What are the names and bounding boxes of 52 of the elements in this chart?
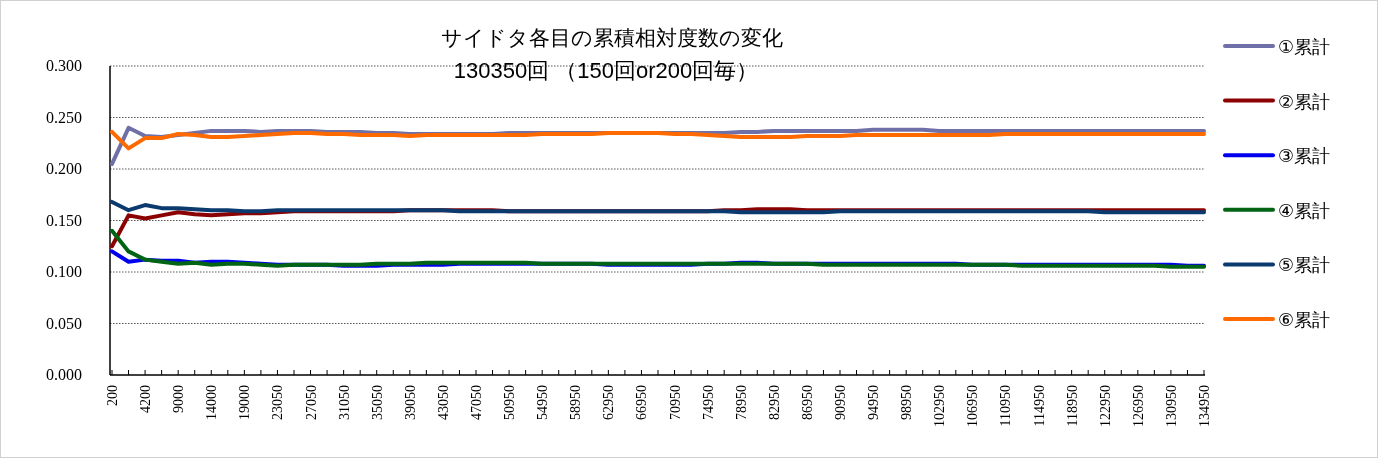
y-tick-label: 0.100 (46, 263, 82, 280)
legend-label: ②累計 (1278, 91, 1331, 112)
y-tick-label: 0.250 (46, 108, 82, 126)
x-tick-label: 9000 (171, 385, 187, 413)
line-series (110, 228, 1206, 269)
x-tick-label: 82950 (766, 385, 782, 420)
x-tick-label: 35050 (369, 385, 385, 420)
chart-title: サイドタ各目の累積相対度数の変化 (441, 26, 783, 49)
x-tick-label: 31050 (336, 385, 352, 420)
x-tick-label: 43050 (435, 385, 451, 420)
y-tick-label: 0.150 (46, 211, 82, 229)
x-tick-label: 78950 (733, 385, 749, 420)
x-tick-label: 4200 (138, 385, 154, 413)
legend-label: ③累計 (1278, 146, 1331, 167)
x-tick-label: 200 (105, 385, 120, 406)
legend-label: ⑥累計 (1278, 310, 1331, 330)
x-tick-label: 39050 (402, 385, 418, 420)
legend-label: ④累計 (1278, 200, 1331, 221)
x-tick-label: 98950 (899, 385, 915, 420)
x-tick-label: 70950 (667, 385, 683, 420)
x-tick-label: 23050 (270, 385, 286, 420)
x-tick-label: 62950 (601, 385, 617, 420)
x-tick-label: 114950 (1031, 385, 1047, 427)
x-tick-label: 54950 (535, 385, 551, 420)
y-tick-label: 0.000 (46, 366, 82, 383)
x-tick-label: 122950 (1097, 385, 1113, 427)
x-tick-label: 14000 (204, 385, 220, 420)
x-tick-label: 106950 (965, 385, 981, 427)
y-tick-label: 0.050 (46, 314, 82, 332)
x-tick-label: 90950 (833, 385, 848, 420)
legend-label: ①累計 (1278, 37, 1331, 57)
legend-label: ⑤累計 (1278, 255, 1331, 276)
x-tick-label: 27050 (303, 385, 319, 420)
x-tick-label: 86950 (799, 385, 815, 420)
y-tick-label: 0.200 (46, 160, 82, 177)
x-tick-label: 47050 (469, 385, 484, 420)
x-tick-label: 66950 (634, 385, 650, 420)
x-tick-label: 110950 (998, 385, 1014, 427)
y-tick-label: 0.300 (46, 57, 82, 74)
x-tick-label: 50950 (502, 385, 518, 420)
x-tick-label: 19000 (237, 385, 253, 420)
line-series (110, 129, 1206, 151)
x-tick-label: 134950 (1197, 385, 1212, 427)
x-tick-label: 102950 (932, 385, 948, 427)
x-tick-label: 130950 (1163, 385, 1179, 427)
x-tick-label: 126950 (1130, 385, 1146, 427)
x-tick-label: 74950 (700, 385, 716, 420)
x-tick-label: 118950 (1064, 385, 1080, 427)
line-series (110, 199, 1206, 215)
x-tick-label: 94950 (866, 385, 882, 420)
chart-subtitle: 130350回 （150回or200回毎） (453, 58, 759, 83)
x-tick-label: 58950 (568, 385, 584, 420)
